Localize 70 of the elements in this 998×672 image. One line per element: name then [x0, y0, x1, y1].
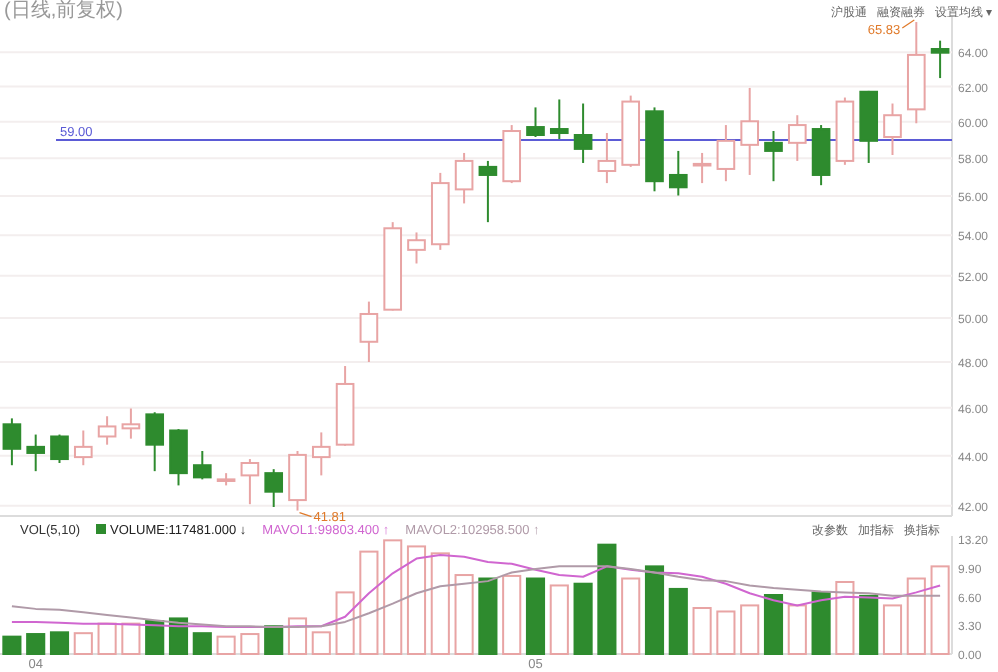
bar — [716, 610, 736, 655]
bar — [644, 565, 665, 655]
bar — [882, 604, 903, 655]
candlestick — [97, 415, 117, 446]
bar — [502, 574, 522, 655]
bar — [906, 577, 926, 655]
bar — [359, 550, 379, 655]
candlestick — [692, 151, 712, 185]
chart-title: (日线,前复权) — [4, 0, 123, 22]
candlestick — [73, 429, 93, 467]
candlestick — [50, 433, 69, 464]
candlestick — [26, 433, 46, 473]
candlestick — [454, 151, 474, 205]
bar — [311, 631, 331, 655]
bar — [763, 594, 784, 655]
candlestick — [740, 86, 760, 176]
bar — [145, 620, 165, 655]
bar — [835, 580, 855, 655]
bar — [454, 574, 474, 655]
candlestick — [930, 39, 950, 80]
bar — [478, 577, 498, 655]
bar — [930, 565, 950, 655]
bar — [73, 632, 93, 655]
candlestick — [192, 450, 212, 481]
bar — [525, 577, 546, 655]
bar — [621, 577, 641, 655]
bar — [740, 604, 760, 655]
bar — [49, 631, 70, 655]
candlestick — [288, 450, 307, 512]
bar — [859, 594, 879, 655]
candlestick — [716, 124, 736, 183]
candlestick — [240, 458, 260, 506]
bar — [811, 591, 831, 655]
bar — [597, 543, 617, 655]
candlestick — [2, 417, 22, 467]
candlestick — [478, 159, 498, 224]
candlestick — [121, 407, 141, 440]
candlestick — [573, 102, 593, 164]
candlestick — [145, 411, 165, 473]
bar — [216, 635, 236, 655]
candlestick — [526, 106, 545, 139]
candlestick — [883, 102, 902, 156]
bar — [240, 633, 260, 655]
bar — [383, 539, 403, 655]
candlestick — [359, 300, 379, 363]
bar — [121, 622, 141, 655]
bar — [335, 591, 355, 655]
candlestick — [264, 468, 284, 508]
candlestick — [407, 231, 426, 265]
bar — [692, 607, 712, 655]
bar — [26, 633, 46, 655]
bar — [668, 587, 688, 655]
bar — [549, 584, 569, 655]
candlestick — [811, 124, 831, 187]
candlestick — [597, 132, 617, 185]
bar — [406, 545, 427, 655]
bar — [430, 552, 450, 655]
candlestick — [668, 149, 688, 197]
bar — [264, 625, 284, 655]
bar — [97, 622, 117, 655]
bar — [787, 604, 807, 655]
candlestick — [169, 428, 188, 487]
candlestick — [311, 431, 331, 477]
bar — [2, 635, 22, 655]
candlestick — [764, 130, 783, 183]
bar — [573, 582, 593, 655]
candlestick — [787, 114, 807, 162]
bar — [287, 617, 308, 655]
candlestick — [549, 98, 569, 141]
bar — [192, 632, 212, 655]
